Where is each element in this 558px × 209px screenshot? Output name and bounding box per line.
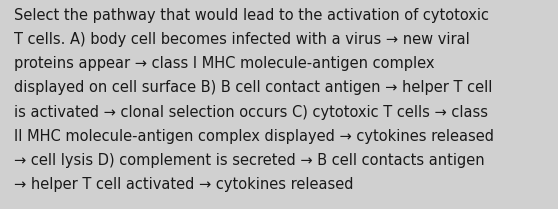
Text: displayed on cell surface B) B cell contact antigen → helper T cell: displayed on cell surface B) B cell cont… — [14, 80, 492, 96]
Text: Select the pathway that would lead to the activation of cytotoxic: Select the pathway that would lead to th… — [14, 8, 489, 23]
Text: II MHC molecule-antigen complex displayed → cytokines released: II MHC molecule-antigen complex displaye… — [14, 129, 494, 144]
Text: is activated → clonal selection occurs C) cytotoxic T cells → class: is activated → clonal selection occurs C… — [14, 104, 488, 120]
Text: proteins appear → class I MHC molecule-antigen complex: proteins appear → class I MHC molecule-a… — [14, 56, 435, 71]
Text: → cell lysis D) complement is secreted → B cell contacts antigen: → cell lysis D) complement is secreted →… — [14, 153, 484, 168]
Text: → helper T cell activated → cytokines released: → helper T cell activated → cytokines re… — [14, 177, 353, 192]
Text: T cells. A) body cell becomes infected with a virus → new viral: T cells. A) body cell becomes infected w… — [14, 32, 470, 47]
